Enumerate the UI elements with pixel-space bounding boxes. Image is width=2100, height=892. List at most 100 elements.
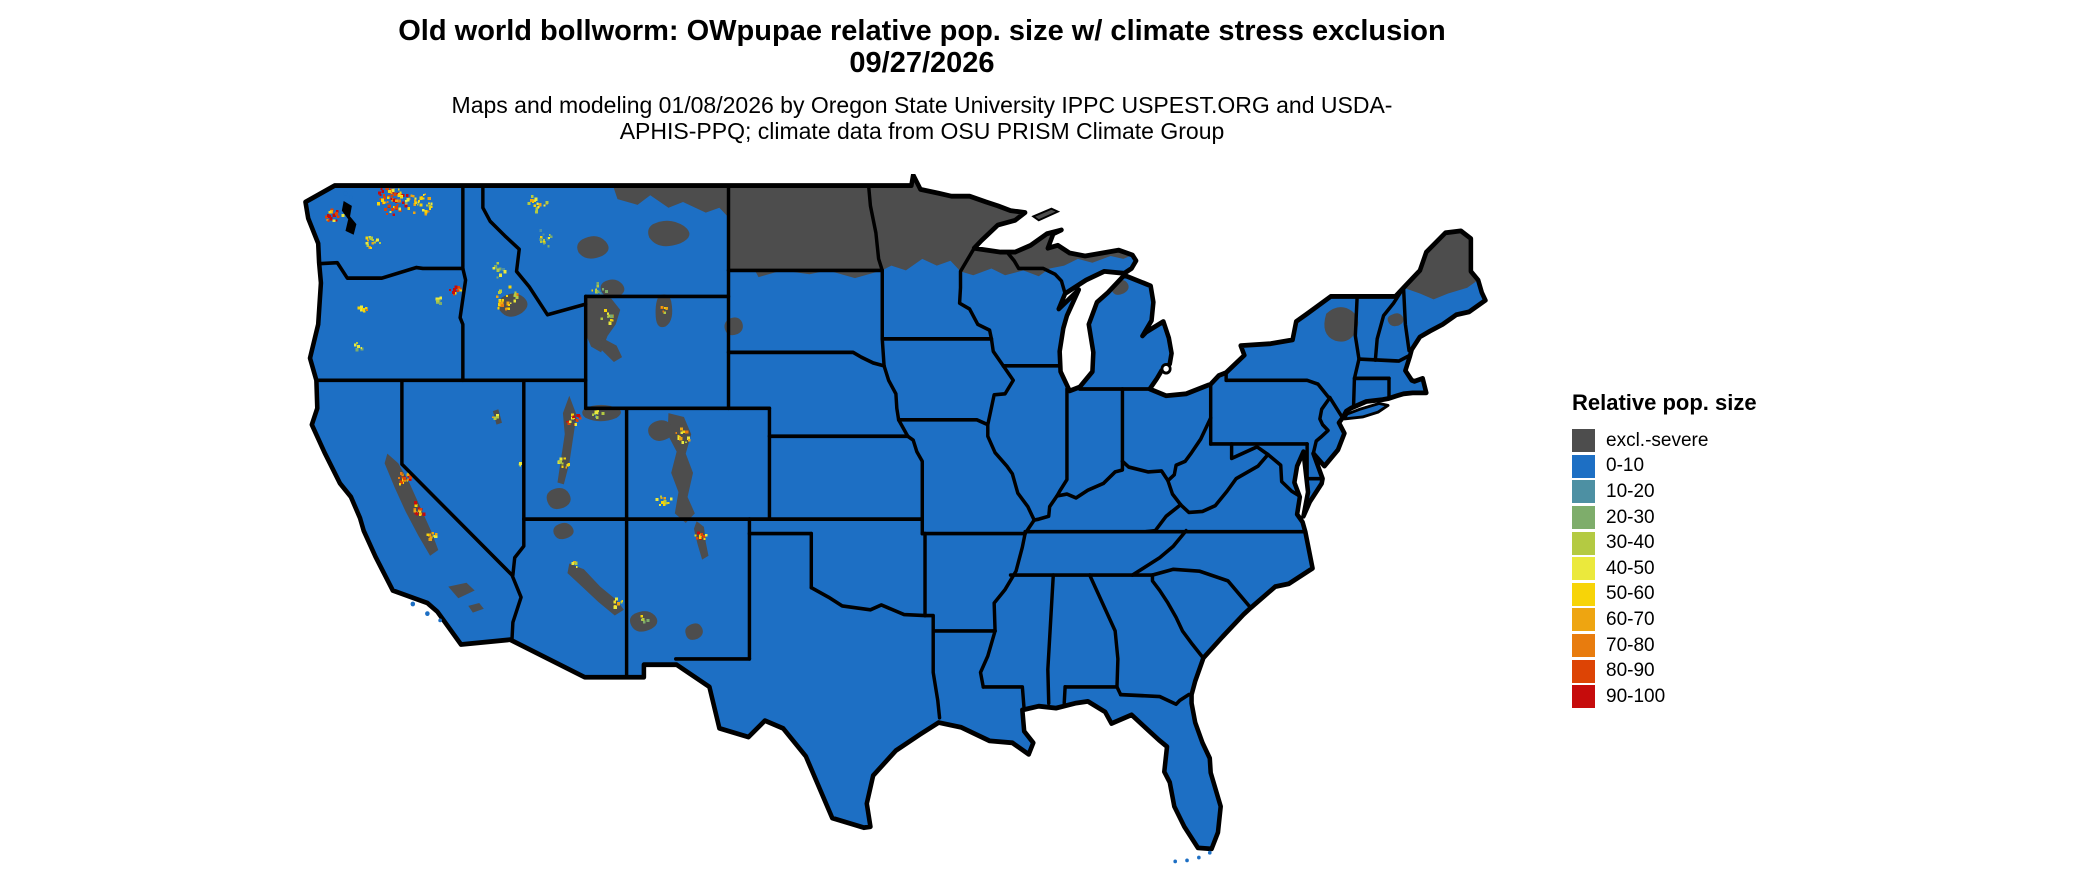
hotspot-pixel-idaho-panhandle [493, 265, 498, 269]
hotspot-pixel-white-mountains-az [621, 600, 624, 602]
hotspot-pixel-south-cascades-wa [373, 241, 376, 244]
hotspot-pixel-south-cascades-wa [368, 246, 372, 250]
legend-label: 10-20 [1606, 480, 1655, 502]
hotspot-pixel-south-cascades-wa [371, 241, 375, 245]
hotspot-pixel-south-cascades-wa [366, 244, 370, 247]
excluded-region-yellowstone-wyoming [585, 296, 621, 353]
hotspot-pixel-idaho-panhandle [496, 262, 500, 265]
hotspot-pixel-wasatch-utah [568, 420, 572, 424]
hotspot-pixel-colorado-front-range [685, 430, 689, 434]
channel-island [410, 601, 416, 607]
hotspot-pixel-okanogan-highlands-wa [414, 201, 418, 205]
hotspot-pixel-sierra-nevada-south [432, 535, 435, 537]
hotspot-pixel-sierra-nevada-north [406, 473, 410, 477]
legend-label: 70-80 [1606, 634, 1655, 656]
hotspot-pixel-north-cascades-wa [396, 192, 399, 195]
hotspot-pixel-san-francisco-peaks-az [571, 562, 575, 566]
hotspot-pixel-central-idaho-rockies [499, 302, 502, 305]
hotspot-pixel-wallowa-mountains-or [456, 289, 460, 293]
hotspot-pixel-okanogan-highlands-wa [413, 199, 417, 203]
hotspot-pixel-yellowstone-rim-wy [604, 308, 608, 312]
hotspot-pixel-western-montana-rockies [548, 236, 551, 239]
legend-item-10-20: 10-20 [1572, 479, 1812, 505]
hotspot-pixel-okanogan-highlands-wa [412, 195, 415, 198]
legend-item-70-80: 70-80 [1572, 633, 1812, 659]
hotspot-pixel-central-idaho-rockies [500, 303, 504, 308]
hotspot-pixel-wasatch-utah [574, 423, 577, 426]
long-island [1343, 402, 1390, 421]
hotspot-pixel-wallowa-mountains-or [454, 292, 457, 295]
legend-label: 50-60 [1606, 583, 1655, 605]
excluded-region-mogollon-rim [567, 563, 624, 616]
hotspot-pixel-bighorn-mountains-wy [663, 311, 667, 315]
hotspot-pixel-olympic-mountains-wa [330, 208, 334, 212]
hotspot-pixel-north-cascades-wa [404, 199, 408, 203]
hotspot-pixel-okanogan-highlands-wa [419, 203, 423, 207]
hotspot-pixel-western-montana-rockies [540, 236, 543, 239]
hotspot-pixel-wasatch-utah [573, 423, 576, 426]
hotspot-pixel-okanogan-highlands-wa [422, 194, 425, 196]
excluded-region-utah-plateaus [546, 488, 571, 510]
hotspot-pixel-south-cascades-wa [371, 238, 374, 242]
hotspot-pixel-san-francisco-peaks-az [574, 561, 578, 565]
hotspot-pixel-north-cascades-wa [392, 206, 395, 209]
hotspot-pixel-bighorn-mountains-wy [662, 310, 665, 313]
hotspot-pixel-bighorn-mountains-wy [663, 306, 666, 309]
hotspot-pixel-north-cascades-wa [393, 192, 397, 196]
hotspot-pixel-okanogan-highlands-wa [427, 196, 431, 201]
hotspot-pixel-south-cascades-wa [369, 236, 373, 240]
hotspot-pixel-idaho-panhandle [501, 267, 505, 272]
hotspot-pixel-north-cascades-wa [388, 190, 391, 193]
hotspot-pixel-south-cascades-wa [366, 239, 369, 242]
legend: Relative pop. size excl.-severe 0-10 10-20… [1572, 390, 1812, 710]
hotspot-pixel-central-idaho-rockies [506, 301, 510, 306]
excluded-region-socal-mountains [448, 582, 475, 599]
legend-title: Relative pop. size [1572, 390, 1757, 415]
hotspot-pixel-yellowstone-rim-wy [610, 318, 613, 322]
legend-label: 0-10 [1606, 455, 1645, 477]
legend-item-30-40: 30-40 [1572, 530, 1812, 556]
hotspot-pixel-white-mountains-az [616, 602, 620, 606]
hotspot-pixel-bighorn-mountains-wy [660, 305, 663, 308]
hotspot-pixel-central-idaho-rockies [498, 298, 501, 302]
legend-item-40-50: 40-50 [1572, 556, 1812, 582]
hotspot-pixel-glacier-park-mt [527, 201, 531, 205]
hotspot-pixel-oregon-cascades-south [355, 348, 359, 352]
hotspot-pixel-north-cascades-wa [391, 188, 395, 193]
hotspot-pixel-western-montana-rockies [542, 242, 545, 245]
hotspot-pixel-colorado-san-juans [660, 497, 663, 500]
hotspot-pixel-north-cascades-wa [385, 186, 389, 191]
hotspot-pixel-sierra-nevada-central [417, 507, 420, 510]
legend-items: excl.-severe 0-10 10-20 20-30 30-40 40-50 50-6… [1572, 428, 1812, 710]
hotspot-pixel-glacier-park-mt [535, 210, 538, 214]
hotspot-pixel-okanogan-highlands-wa [430, 202, 433, 205]
hotspot-pixel-sierra-nevada-north [399, 483, 402, 486]
hotspot-pixel-blue-mountains-or [438, 297, 441, 300]
excluded-region-sacramento-nm [685, 623, 703, 640]
hotspot-pixel-central-idaho-rockies [509, 302, 512, 305]
hotspot-pixel-gila-nm [646, 619, 650, 622]
hotspot-pixel-north-cascades-wa [400, 195, 403, 199]
hotspot-pixel-okanogan-highlands-wa [430, 205, 433, 208]
hotspot-pixel-north-cascades-wa [389, 188, 392, 191]
legend-item-excl-severe: excl.-severe [1572, 428, 1812, 454]
hotspot-pixel-idaho-panhandle [503, 270, 507, 274]
hotspot-pixel-blue-mountains-or [439, 296, 443, 300]
hotspot-pixel-north-cascades-wa [377, 191, 381, 195]
san-juan-island [349, 195, 353, 200]
hotspot-pixel-sierra-nevada-north [407, 475, 410, 478]
hotspot-pixel-north-cascades-wa [382, 194, 386, 197]
hotspot-pixel-central-idaho-rockies [515, 295, 519, 300]
map-container [300, 174, 1510, 872]
hotspot-pixel-north-cascades-wa [401, 201, 405, 204]
hotspot-pixel-colorado-front-range [680, 431, 683, 435]
hotspot-pixel-north-cascades-wa [389, 210, 392, 214]
hotspot-pixel-colorado-front-range [681, 441, 685, 444]
hotspot-pixel-sangre-de-cristo-nm [705, 533, 708, 537]
hotspot-pixel-sierra-nevada-south [431, 531, 435, 535]
hotspot-pixel-north-cascades-wa [398, 192, 401, 196]
legend-item-80-90: 80-90 [1572, 658, 1812, 684]
hotspot-pixel-yellowstone-rim-wy [608, 321, 612, 325]
legend-swatch [1572, 454, 1595, 478]
